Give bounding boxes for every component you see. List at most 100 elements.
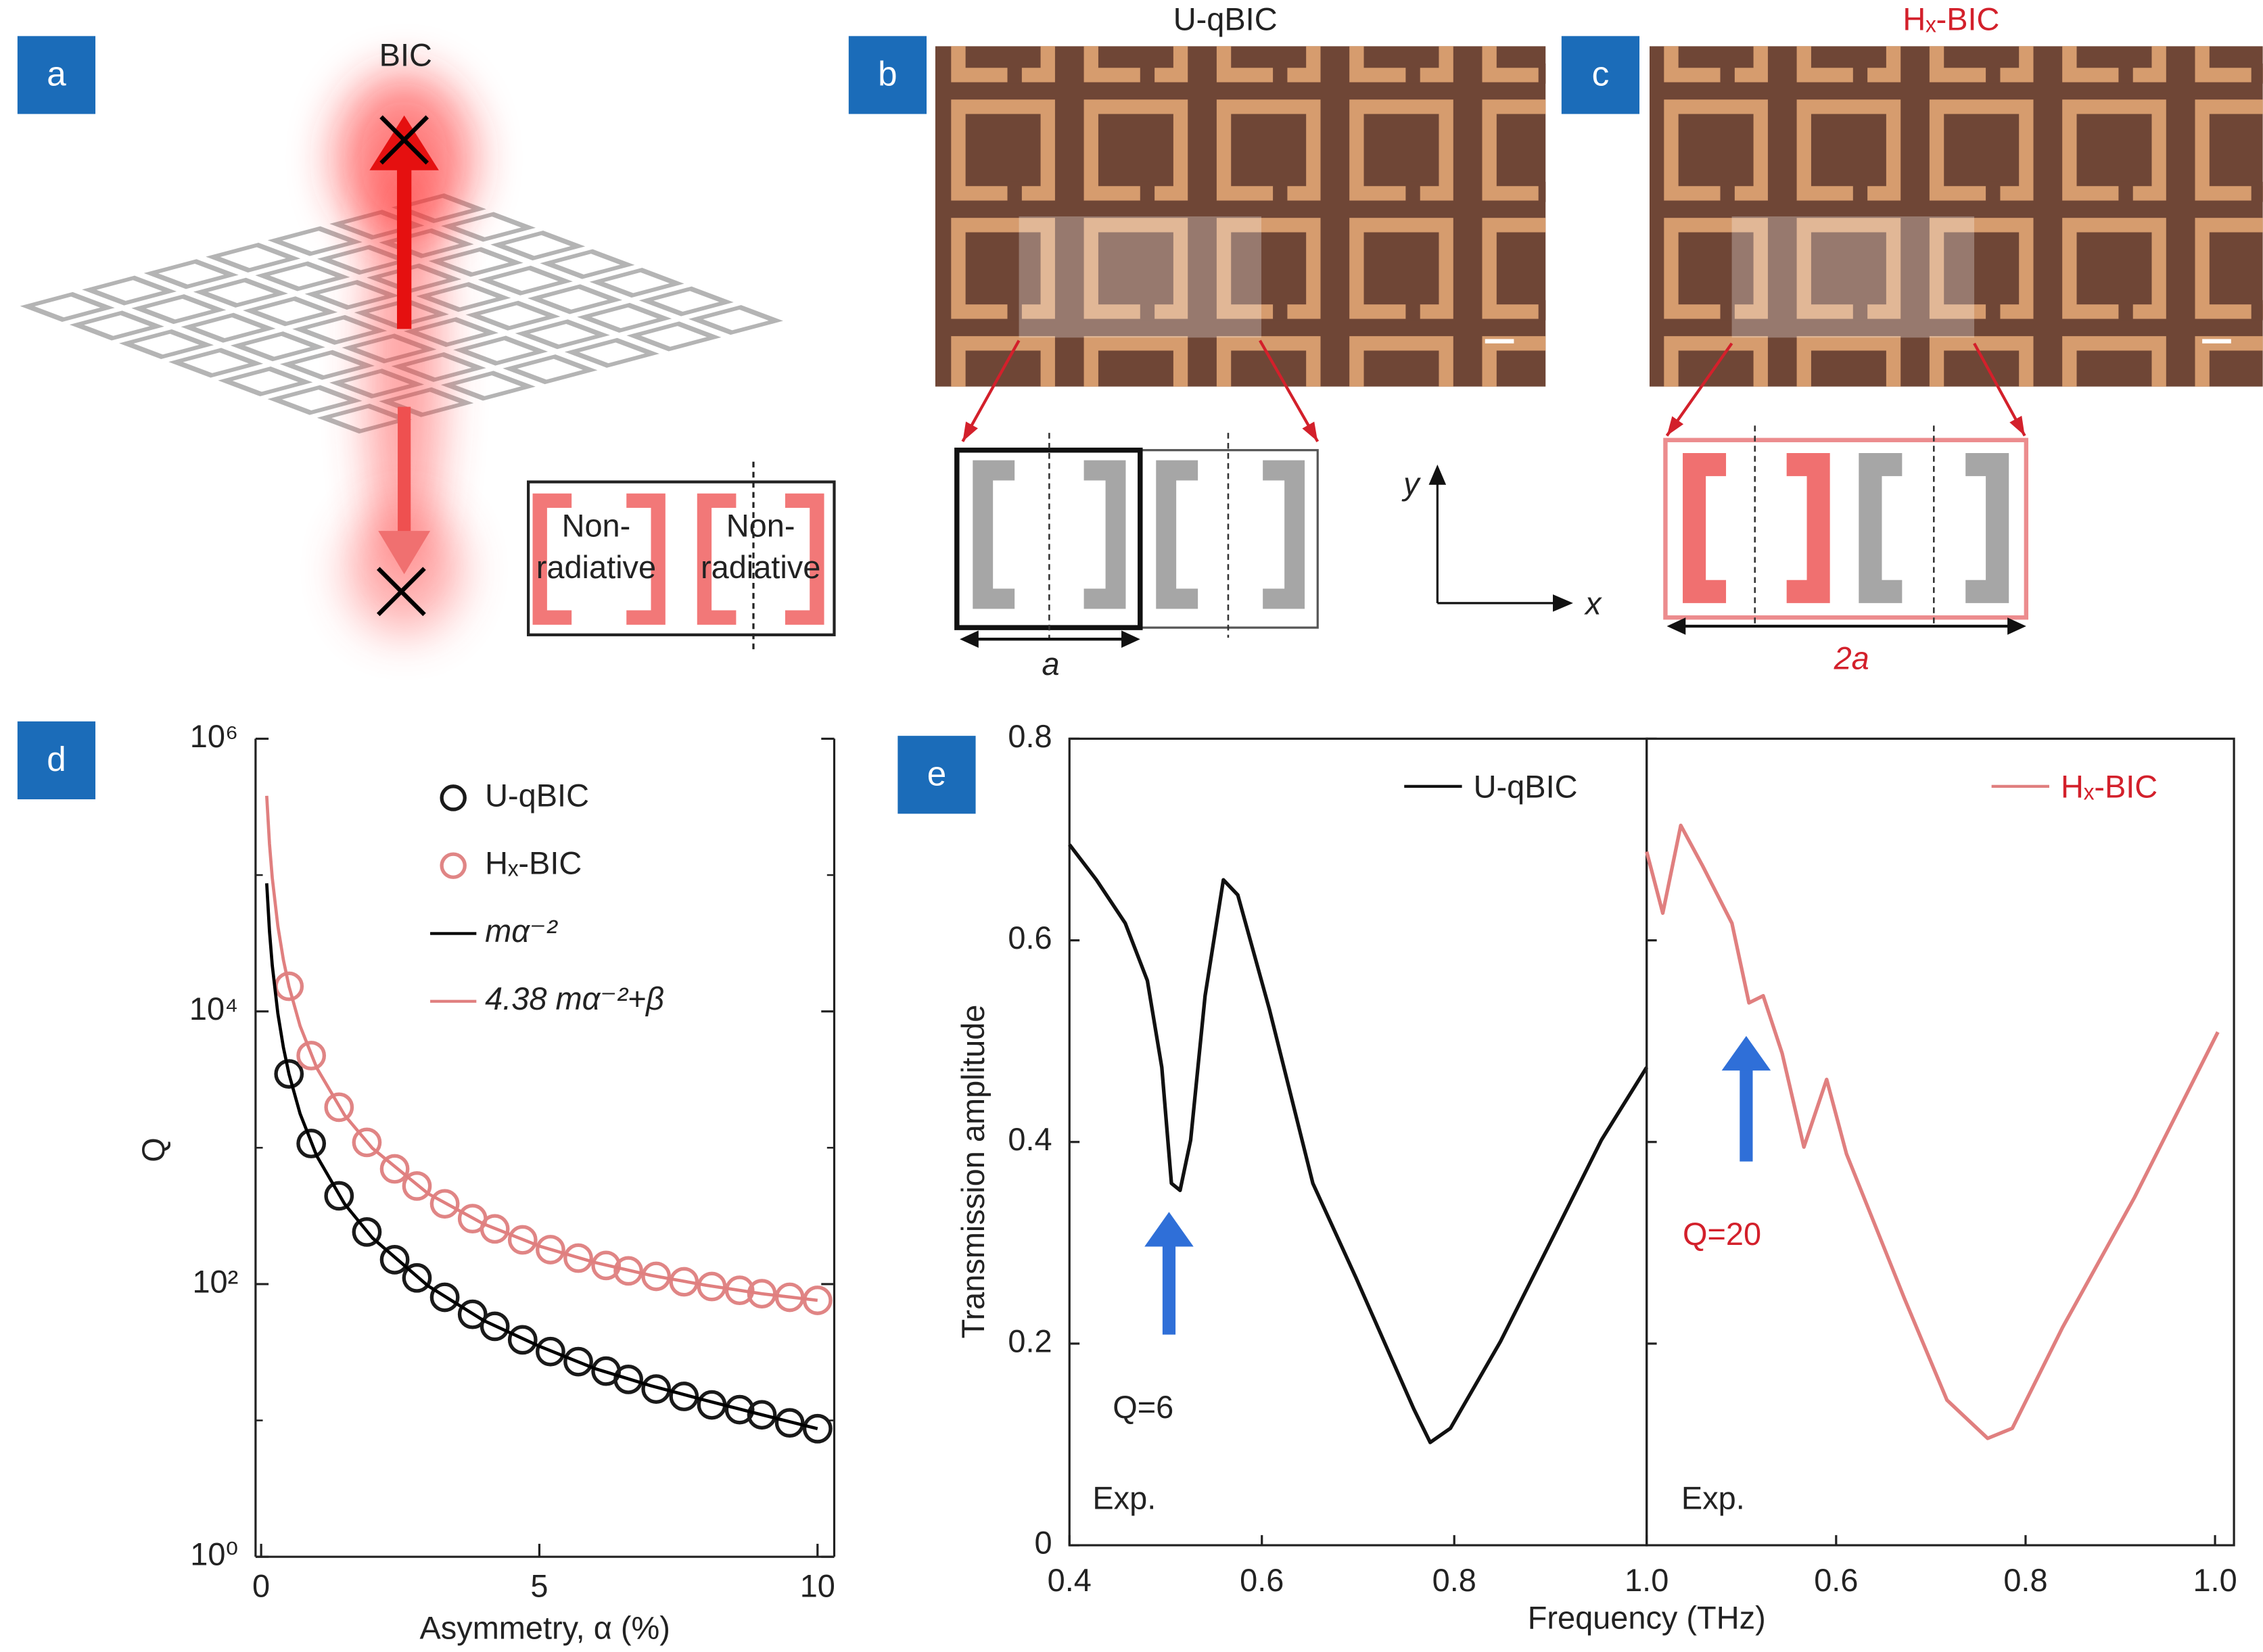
ring-gap <box>1273 181 1288 202</box>
ring-gap <box>2251 63 2263 84</box>
axis-name: y <box>1401 466 1421 501</box>
ring <box>951 46 1055 82</box>
scale-bar <box>1485 339 1514 344</box>
plot-frame <box>1646 737 2235 1547</box>
legend-label: mα⁻² <box>485 914 558 949</box>
zoom-arrow <box>961 339 1021 442</box>
data-point <box>563 1243 593 1273</box>
ring <box>626 321 722 352</box>
data-point <box>507 1325 538 1355</box>
ring-gap <box>2251 300 2263 321</box>
indicator-head <box>1144 1212 1194 1247</box>
ring <box>416 282 511 312</box>
y-axis-label: Q <box>136 1137 171 1162</box>
annotation: Exp. <box>1092 1480 1156 1515</box>
ring <box>2195 336 2263 387</box>
ring <box>1539 107 1628 193</box>
ring-gap <box>1273 419 1287 439</box>
glow <box>367 144 442 577</box>
zoom-arrow-head <box>1302 421 1318 442</box>
ring <box>1482 336 1546 387</box>
ring-gap <box>874 182 889 202</box>
ring <box>826 225 915 312</box>
data-point <box>352 1127 382 1158</box>
ring <box>168 348 264 378</box>
zoom-arrow-head <box>962 421 978 442</box>
data-point <box>402 1262 432 1293</box>
data-point <box>324 1092 354 1123</box>
y-tick-label: 10⁰ <box>190 1537 238 1572</box>
ring-gap <box>1007 300 1022 321</box>
inset-label: Non- <box>562 508 631 543</box>
data-point <box>774 1408 805 1438</box>
bracket <box>697 493 737 625</box>
ring <box>1349 99 1453 201</box>
bracket <box>532 493 572 625</box>
ring-gap <box>1852 63 1868 84</box>
y-axis-label: Transmission amplitude <box>956 1005 991 1339</box>
bracket <box>1156 460 1198 609</box>
ring <box>951 99 1055 201</box>
y-tick-label: 10⁴ <box>189 991 238 1026</box>
ring-gap <box>1852 181 1868 202</box>
ring <box>951 336 1055 387</box>
panel-b-title: U-qBIC <box>1173 1 1278 37</box>
zoom-arrow-head <box>2009 415 2025 436</box>
panel-label-box <box>1561 36 1640 114</box>
y-tick-label: 0.2 <box>1008 1323 1052 1359</box>
x-tick-label: 0 <box>252 1569 270 1604</box>
x-tick-label: 0.4 <box>1048 1563 1092 1598</box>
x-tick-label: 0.6 <box>1814 1563 1858 1598</box>
x-tick-label: 10 <box>800 1569 835 1604</box>
data-point <box>429 1189 460 1219</box>
ring <box>1664 99 1768 201</box>
ring-gap <box>1539 419 1553 439</box>
series-line <box>265 795 818 1302</box>
arrow-head <box>1428 465 1447 485</box>
panel-label: c <box>1592 55 1610 93</box>
ring <box>540 249 635 279</box>
x-axis-label: Asymmetry, α (%) <box>420 1610 670 1645</box>
arrow-head <box>1666 617 1686 635</box>
arrow-head <box>2007 617 2026 635</box>
data-point <box>591 1250 622 1281</box>
panel-label: e <box>927 754 946 793</box>
ring <box>1216 218 1321 319</box>
data-point <box>536 1235 565 1265</box>
data-point <box>379 1244 410 1275</box>
y-tick-label: 10⁶ <box>190 719 239 754</box>
x-tick-label: 5 <box>530 1569 548 1604</box>
highlight <box>1019 216 1262 338</box>
ring-gap <box>2251 181 2263 202</box>
ring <box>453 335 549 366</box>
data-point <box>274 1059 304 1089</box>
ring-gap <box>1852 300 1868 321</box>
arrow-head <box>1121 630 1140 648</box>
ring-gap <box>1986 419 2000 439</box>
x-tick-label: 1.0 <box>1625 1563 1669 1598</box>
inset-box <box>527 480 836 636</box>
micrograph <box>826 46 1553 439</box>
series-line <box>1068 843 1648 1444</box>
series-line <box>265 883 818 1431</box>
ring-gap <box>1273 63 1288 84</box>
ring-gap <box>2118 300 2133 321</box>
ring <box>826 344 915 430</box>
ring-gap <box>1721 419 1735 439</box>
panel-label-box <box>848 36 927 114</box>
ring <box>1083 336 1188 387</box>
ring-gap <box>2252 419 2263 439</box>
axis-name: x <box>1584 586 1602 621</box>
ring-gap <box>1720 181 1735 202</box>
ring <box>1929 218 2034 319</box>
legend-label: Hₓ-BIC <box>2061 769 2157 804</box>
ring <box>428 247 523 277</box>
ring <box>69 310 164 341</box>
panel-c-title: Hₓ-BIC <box>1903 1 1999 37</box>
ring <box>1796 99 1901 201</box>
ring-gap <box>1140 419 1154 439</box>
ring-gap <box>1140 300 1155 321</box>
data-point <box>563 1346 593 1377</box>
ring <box>1083 46 1188 82</box>
